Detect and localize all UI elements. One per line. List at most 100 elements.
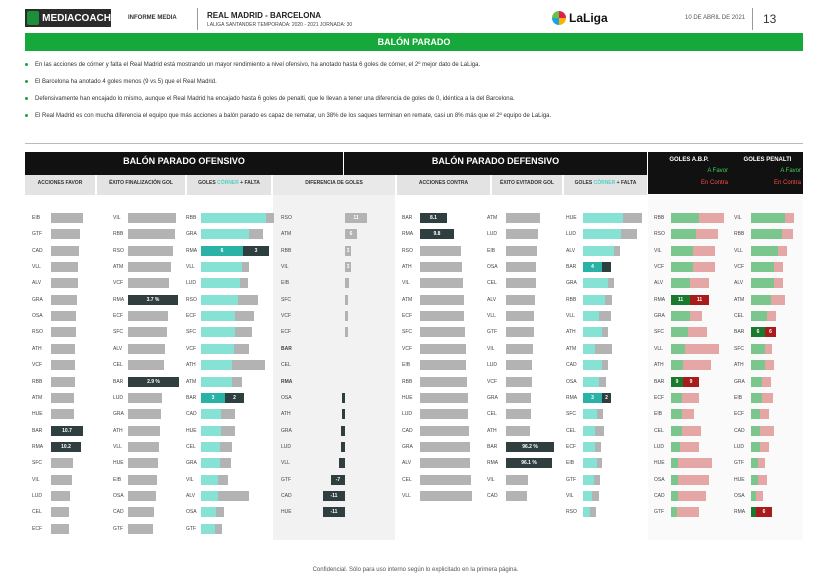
goles_fav-corner-bar — [201, 523, 215, 534]
goles_fav-falta-bar — [238, 294, 258, 305]
exito_fin-team-label: ATM — [113, 264, 124, 271]
abp-favor-bar — [671, 311, 690, 322]
abp-favor-bar — [671, 327, 688, 338]
acciones_contra-team-label: LUD — [402, 411, 413, 418]
goles_fav-team-label: LUD — [186, 280, 197, 287]
goles_fav-corner-bar — [201, 441, 220, 452]
abp-favor-bar — [671, 343, 685, 354]
abp-contra-bar — [682, 425, 701, 436]
goles_con-team-label: LUD — [566, 231, 577, 238]
diferencia-bar: -11 — [323, 507, 345, 518]
match-subtitle: LALIGA SANTANDER TEMPORADA: 2020 - 2021 … — [207, 22, 353, 28]
goles_con-team-label: EIB — [566, 460, 575, 467]
acciones_favor-bar — [51, 409, 74, 420]
goles_con-team-label: ALV — [566, 247, 576, 254]
penalti-contra-bar — [762, 392, 773, 403]
exito_evit-team-label: EIB — [487, 247, 496, 254]
acciones_favor-team-label: HUE — [32, 411, 43, 418]
goles_fav-falta-bar — [235, 311, 254, 322]
goles_con-falta-bar — [592, 490, 599, 501]
goles_fav-team-label: CAD — [186, 411, 197, 418]
penalti-contra-bar — [762, 376, 771, 387]
bullet-dot — [25, 113, 28, 117]
acciones_contra-team-label: ECF — [402, 313, 412, 320]
plus-label: + — [616, 180, 620, 186]
goles_con-falta-bar — [595, 425, 604, 436]
abp-contra-bar — [682, 409, 694, 420]
exito_fin-bar — [128, 507, 154, 518]
penalti-team-label: VLL — [734, 247, 743, 254]
penalti-favor-bar — [751, 311, 767, 322]
acciones_contra-team-label: GRA — [402, 443, 413, 450]
penalti-contra-bar — [758, 458, 765, 469]
goles_fav-corner-bar — [201, 507, 216, 518]
exito_fin-team-label: ATH — [113, 427, 123, 434]
penalti-team-label: CAD — [734, 427, 745, 434]
goles_con-team-label: ECF — [566, 443, 576, 450]
abp-favor-bar — [671, 360, 683, 371]
penalti-favor-bar — [751, 458, 758, 469]
acciones_contra-bar — [420, 360, 466, 371]
abp-contra-legend: En Contra — [700, 180, 728, 186]
penalti-contra-bar: 6 — [765, 327, 776, 338]
goles_con-team-label: GRA — [566, 280, 577, 287]
penalti-team-label: OSA — [734, 492, 745, 499]
goles_con-team-label: SFC — [566, 411, 576, 418]
penalti-favor-bar — [751, 294, 771, 305]
acciones_contra-team-label: ATM — [402, 296, 413, 303]
penalti-favor-bar — [751, 392, 762, 403]
penalti-favor-bar — [751, 245, 778, 256]
diferencia-bar — [345, 327, 348, 338]
acciones_contra-team-label: CEL — [402, 476, 412, 483]
acciones_contra-team-label: CAD — [402, 427, 413, 434]
diferencia-team-label: OSA — [281, 394, 292, 401]
exito_evit-team-label: CEL — [487, 280, 497, 287]
penalti-contra-bar — [774, 278, 783, 289]
subheader-exito-evit: ÉXITO EVITADOR GOL — [492, 175, 562, 195]
exito_evit-bar — [506, 376, 532, 387]
acciones_favor-bar — [51, 229, 80, 240]
diferencia-team-label: CEL — [281, 362, 291, 369]
abp-contra-bar — [678, 458, 712, 469]
acciones_favor-bar: 10.2 — [51, 441, 81, 452]
section-label: INFORME MEDIA — [128, 15, 177, 21]
goles_fav-corner-bar: 6 — [201, 245, 243, 256]
goles_fav-corner-bar — [201, 294, 238, 305]
goles_con-falta-bar — [602, 360, 608, 371]
bullet-text: Defensivamente han encajado lo mismo, au… — [35, 96, 515, 102]
acciones_favor-team-label: LUD — [32, 492, 43, 499]
acciones_contra-bar — [420, 441, 470, 452]
acciones_favor-team-label: BAR — [32, 427, 43, 434]
acciones_contra-bar — [420, 262, 462, 273]
penalti-contra-legend: En Contra — [773, 180, 801, 186]
abp-contra-bar — [677, 507, 699, 518]
goles_fav-falta-bar — [240, 278, 248, 289]
acciones_favor-bar — [51, 392, 74, 403]
mediacoach-icon — [27, 11, 40, 25]
penalti-team-label: ALV — [734, 280, 744, 287]
bullet-dot — [25, 96, 28, 100]
exito_evit-bar — [506, 343, 533, 354]
exito_fin-team-label: OSA — [113, 492, 124, 499]
falta-label: FALTA — [244, 180, 260, 186]
goles_con-team-label: GTF — [566, 476, 576, 483]
abp-team-label: RSO — [654, 231, 665, 238]
exito_evit-bar — [506, 245, 537, 256]
exito_fin-bar — [128, 278, 169, 289]
penalti-favor-legend: A Favor — [780, 168, 801, 174]
goles_fav-falta-bar — [234, 343, 249, 354]
penalti-contra-bar — [778, 245, 787, 256]
abp-contra-bar — [690, 278, 709, 289]
acciones_contra-bar — [420, 490, 472, 501]
exito_evit-bar: 96.1 % — [506, 458, 552, 469]
diferencia-team-label: ATM — [281, 231, 292, 238]
acciones_favor-team-label: CEL — [32, 509, 42, 516]
penalti-contra-bar — [760, 409, 769, 420]
goles_con-team-label: CAD — [566, 362, 577, 369]
abp-team-label: VLL — [654, 345, 663, 352]
acciones_favor-bar — [51, 458, 73, 469]
exito_evit-bar: 96.2 % — [506, 441, 554, 452]
penalti-team-label: CEL — [734, 313, 744, 320]
diferencia-bar — [345, 294, 348, 305]
exito_fin-bar — [128, 523, 153, 534]
